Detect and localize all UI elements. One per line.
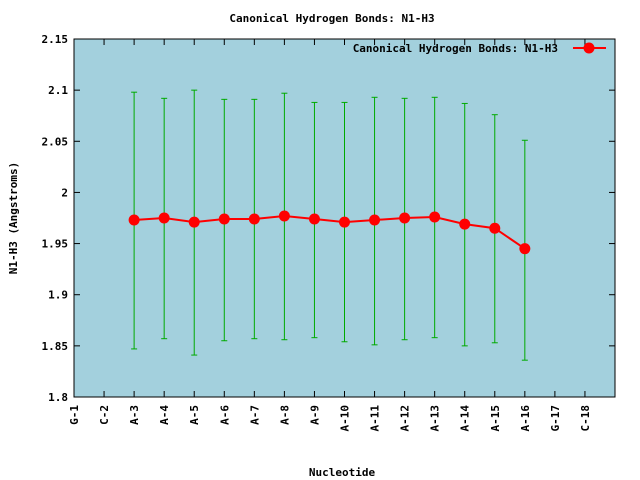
y-tick-label: 1.95 <box>42 238 69 251</box>
x-tick-label: G-17 <box>549 405 562 432</box>
y-tick-label: 1.85 <box>42 340 69 353</box>
data-point <box>128 214 140 226</box>
data-point <box>308 213 320 225</box>
y-tick-label: 2 <box>61 186 68 199</box>
x-tick-label: A-3 <box>128 405 141 425</box>
x-tick-label: A-4 <box>158 405 171 425</box>
x-tick-label: C-2 <box>98 405 111 425</box>
data-point <box>369 214 381 226</box>
data-point <box>399 212 411 224</box>
x-tick-label: A-10 <box>339 405 352 432</box>
y-tick-label: 2.15 <box>42 33 69 46</box>
x-tick-label: G-1 <box>68 405 81 425</box>
series-layer <box>128 210 531 255</box>
y-tick-label: 2.1 <box>48 84 68 97</box>
data-point <box>489 222 501 234</box>
x-tick-label: A-15 <box>489 405 502 432</box>
x-tick-label: A-8 <box>278 405 291 425</box>
data-point <box>429 211 441 223</box>
data-point <box>218 213 230 225</box>
data-point <box>519 243 531 255</box>
x-tick-label: A-6 <box>218 405 231 425</box>
x-tick-label: A-16 <box>519 405 532 432</box>
ticks-layer: 1.8 1.85 1.9 1.95 2 2.05 2.1 2.15 G-1 C-2 A-3 A-4 A-… <box>42 33 615 432</box>
y-tick-label: 2.05 <box>42 135 69 148</box>
x-tick-label: A-11 <box>369 405 382 432</box>
data-point <box>339 216 350 228</box>
y-tick-label: 1.9 <box>48 289 68 302</box>
x-tick-label: C-18 <box>579 405 592 432</box>
x-tick-label: A-14 <box>459 405 472 432</box>
chart-title: Canonical Hydrogen Bonds: N1-H3 <box>229 12 434 25</box>
legend-marker <box>583 42 595 54</box>
x-tick-label: A-5 <box>188 405 201 425</box>
data-point <box>188 216 200 228</box>
legend: Canonical Hydrogen Bonds: N1-H3 <box>353 42 606 55</box>
data-point <box>158 212 170 224</box>
x-tick-label: A-13 <box>429 405 442 432</box>
legend-label: Canonical Hydrogen Bonds: N1-H3 <box>353 42 558 55</box>
data-point <box>248 213 260 225</box>
x-tick-label: A-7 <box>248 405 261 425</box>
x-tick-label: A-9 <box>308 405 321 425</box>
data-point <box>278 210 290 222</box>
y-tick-label: 1.8 <box>48 391 68 404</box>
data-point <box>459 218 471 230</box>
y-axis-label: N1-H3 (Angstroms) <box>7 162 20 275</box>
x-tick-label: A-12 <box>399 405 412 432</box>
x-axis-label: Nucleotide <box>309 466 376 479</box>
